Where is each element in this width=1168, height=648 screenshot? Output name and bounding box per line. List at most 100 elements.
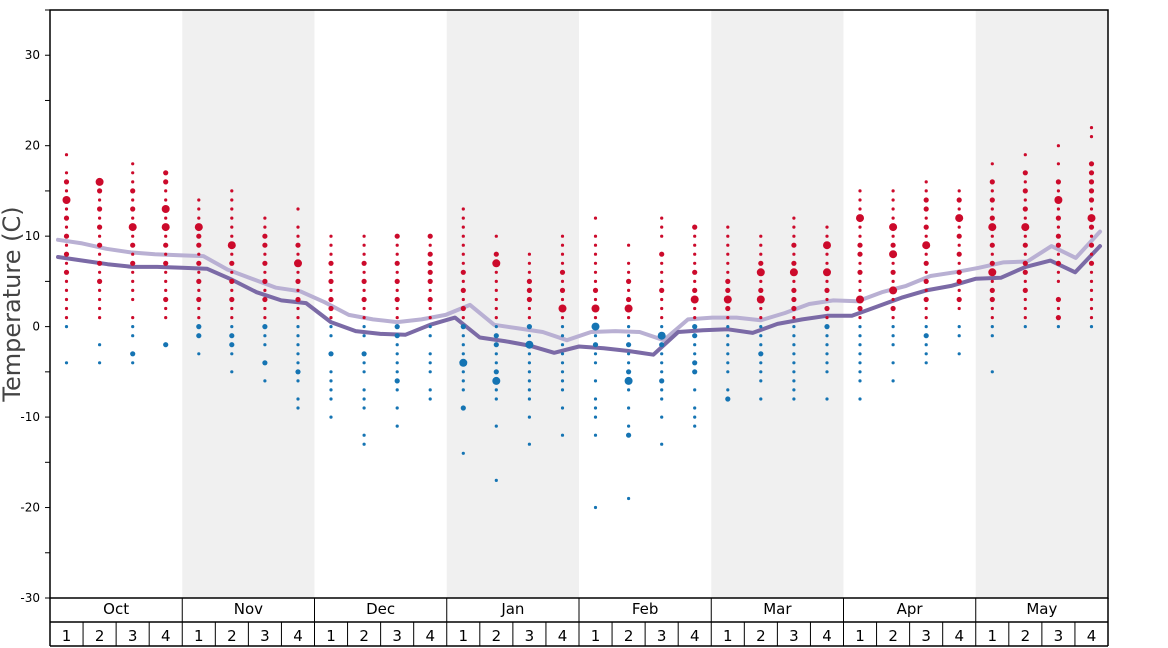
warm-temp-dot — [924, 180, 928, 184]
warm-temp-dot — [990, 207, 994, 211]
week-label: 3 — [1054, 627, 1064, 645]
y-tick-label: 20 — [25, 139, 40, 153]
cold-temp-dot — [428, 334, 432, 338]
cold-temp-dot — [459, 358, 468, 367]
cold-temp-dot — [494, 478, 498, 482]
cold-temp-dot — [263, 343, 267, 347]
cold-temp-dot — [560, 361, 565, 365]
cold-temp-dot — [593, 433, 598, 437]
warm-temp-dot — [63, 215, 70, 221]
warm-temp-dot — [296, 306, 300, 311]
warm-temp-dot — [990, 279, 994, 283]
week-label: 3 — [921, 627, 931, 645]
warm-temp-dot — [131, 180, 135, 184]
warm-temp-dot — [164, 234, 168, 238]
warm-temp-dot — [130, 242, 136, 248]
warm-temp-dot — [362, 252, 366, 256]
cold-temp-dot — [527, 379, 532, 383]
cold-temp-dot — [560, 334, 565, 338]
warm-temp-dot — [230, 198, 234, 202]
warm-temp-dot — [395, 270, 399, 274]
warm-temp-dot — [527, 316, 532, 320]
cold-temp-dot — [560, 370, 565, 374]
warm-temp-dot — [591, 304, 600, 313]
warm-temp-dot — [660, 316, 664, 320]
cold-temp-dot — [792, 361, 796, 365]
warm-temp-dot — [230, 306, 234, 311]
warm-temp-dot — [98, 270, 102, 274]
warm-temp-dot — [624, 304, 633, 313]
warm-temp-dot — [627, 270, 631, 274]
warm-temp-dot — [461, 252, 465, 256]
warm-temp-dot — [1055, 179, 1061, 185]
cold-temp-dot — [593, 406, 598, 410]
cold-temp-dot — [395, 343, 399, 347]
warm-temp-dot — [1055, 233, 1061, 239]
warm-temp-dot — [164, 216, 168, 220]
warm-temp-dot — [1088, 170, 1095, 176]
warm-temp-dot — [857, 251, 863, 257]
cold-temp-dot — [626, 432, 632, 438]
warm-temp-dot — [856, 295, 864, 304]
warm-temp-dot — [361, 278, 367, 284]
warm-temp-dot — [527, 270, 532, 274]
warm-temp-dot — [229, 278, 235, 284]
warm-temp-dot — [163, 242, 169, 248]
cold-temp-dot — [329, 379, 333, 383]
warm-temp-dot — [329, 252, 333, 256]
warm-temp-dot — [427, 278, 433, 284]
warm-temp-dot — [560, 234, 565, 238]
warm-temp-dot — [693, 252, 697, 256]
cold-temp-dot — [492, 376, 501, 385]
warm-temp-dot — [164, 306, 168, 311]
warm-temp-dot — [197, 216, 201, 220]
warm-temp-dot — [64, 261, 69, 265]
cold-temp-dot — [627, 424, 631, 428]
cold-temp-dot — [726, 370, 730, 374]
warm-temp-dot — [362, 306, 366, 311]
week-label: 4 — [1087, 627, 1097, 645]
warm-temp-dot — [395, 243, 399, 247]
warm-temp-dot — [858, 279, 862, 283]
cold-temp-dot — [593, 361, 598, 365]
warm-temp-dot — [1089, 316, 1094, 320]
warm-temp-dot — [891, 207, 895, 211]
cold-temp-dot — [659, 378, 665, 384]
warm-temp-dot — [957, 225, 961, 229]
warm-temp-dot — [362, 270, 366, 274]
week-label: 4 — [954, 627, 964, 645]
cold-temp-dot — [592, 342, 599, 348]
cold-temp-dot — [362, 397, 366, 401]
warm-temp-dot — [627, 243, 631, 247]
cold-temp-dot — [329, 334, 333, 338]
warm-temp-dot — [295, 296, 301, 303]
cold-temp-dot — [692, 360, 698, 366]
cold-temp-dot — [693, 343, 697, 347]
warm-temp-dot — [428, 306, 432, 311]
cold-temp-dot — [296, 352, 300, 356]
cold-temp-dot — [527, 361, 532, 365]
cold-temp-dot — [627, 334, 631, 338]
warm-temp-dot — [1088, 242, 1095, 248]
cold-temp-dot — [792, 343, 796, 347]
month-label-mar: Mar — [763, 600, 792, 618]
warm-temp-dot — [1023, 306, 1027, 311]
month-label-jan: Jan — [500, 600, 524, 618]
cold-temp-dot — [593, 352, 598, 356]
warm-temp-dot — [492, 259, 501, 268]
week-label: 1 — [62, 627, 72, 645]
warm-temp-dot — [164, 252, 168, 256]
warm-temp-dot — [130, 260, 136, 266]
cold-temp-dot — [693, 415, 697, 419]
warm-temp-dot — [990, 234, 994, 238]
warm-temp-dot — [858, 225, 862, 229]
warm-temp-dot — [957, 306, 961, 311]
cold-temp-dot — [131, 334, 135, 338]
cold-temp-dot — [693, 424, 697, 428]
cold-temp-dot — [296, 325, 300, 329]
cold-temp-dot — [858, 334, 862, 338]
warm-temp-dot — [1088, 188, 1095, 194]
week-label: 2 — [888, 627, 898, 645]
week-label: 1 — [988, 627, 998, 645]
week-label: 2 — [1021, 627, 1031, 645]
